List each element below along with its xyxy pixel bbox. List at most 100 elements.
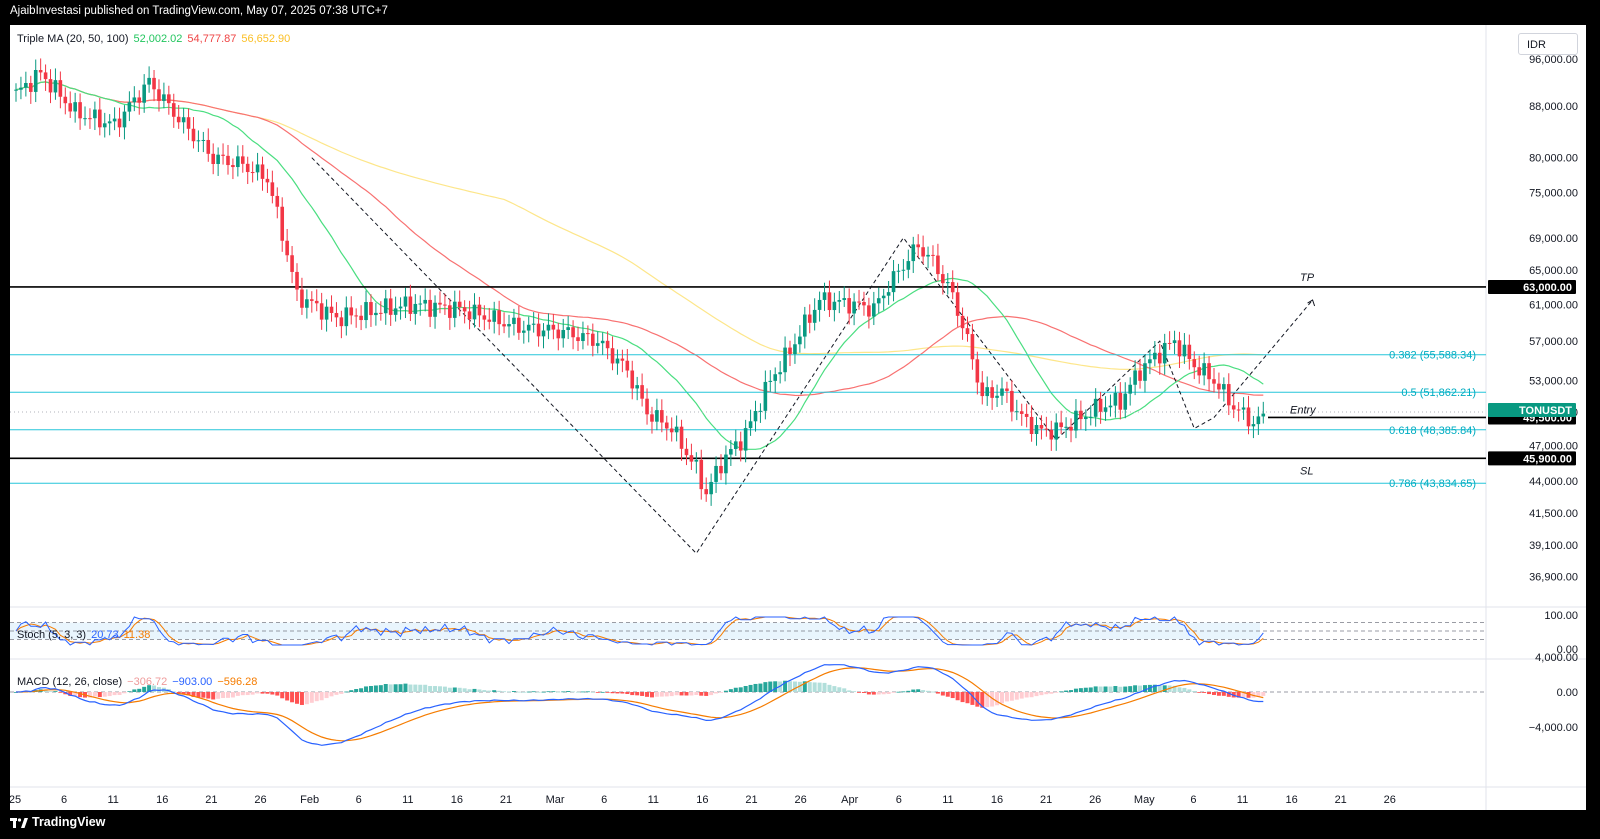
candle-body [832, 301, 837, 311]
macd-hist-bar [551, 691, 556, 693]
macd-hist-bar [852, 691, 857, 693]
macd-hist-bar [196, 692, 201, 698]
candle-body [231, 165, 235, 168]
macd-hist-bar [117, 692, 122, 696]
macd-hist-bar [73, 692, 78, 696]
candle-body [102, 123, 107, 128]
date-tick-label: Feb [300, 794, 319, 806]
candle-body [359, 315, 363, 321]
candle-body [1088, 416, 1093, 418]
candle-body [467, 311, 472, 320]
macd-hist-bar [408, 684, 413, 692]
ma20-line [15, 81, 1264, 450]
candle-body [753, 410, 758, 422]
candle-body [305, 299, 309, 308]
candle-body [793, 344, 797, 355]
macd-legend[interactable]: MACD (12, 26, close) −306.72 −903.00 −59… [17, 676, 257, 688]
candle-body [83, 118, 87, 120]
stoch-k-value: 20.73 [91, 629, 119, 641]
macd-hist-bar [1123, 686, 1128, 692]
candle-body [448, 305, 452, 318]
candle-body [1261, 413, 1266, 417]
macd-hist-bar [497, 690, 502, 692]
candle-body [201, 139, 206, 141]
macd-hist-bar [78, 692, 83, 698]
candle-body [837, 300, 842, 302]
macd-hist-bar [216, 692, 221, 699]
candle-body [783, 347, 787, 373]
macd-hist-bar [822, 682, 827, 692]
macd-hist-bar [487, 690, 492, 692]
macd-hist-bar [393, 684, 398, 692]
candle-body [334, 312, 339, 318]
macd-hist-bar [866, 692, 871, 695]
price-tick-label: 53,000.00 [1529, 375, 1578, 387]
price-tick-label: 39,100.00 [1529, 540, 1578, 552]
ma50-value: 54,777.87 [187, 33, 237, 45]
price-tick-label: 69,000.00 [1529, 233, 1578, 245]
macd-hist-bar [630, 692, 635, 696]
candle-body [1148, 359, 1152, 364]
candle-body [1005, 388, 1009, 391]
macd-hist-bar [43, 689, 48, 692]
macd-hist-bar [255, 692, 260, 694]
macd-line [15, 664, 1264, 746]
candle-body [339, 317, 344, 327]
candle-body [1222, 384, 1226, 390]
ma-legend[interactable]: Triple MA (20, 50, 100) 52,002.02 54,777… [17, 33, 290, 45]
macd-hist-bar [467, 689, 472, 692]
macd-hist-bar [1172, 685, 1177, 692]
candle-body [1113, 392, 1118, 406]
candle-body [526, 324, 531, 331]
candle-body [398, 306, 403, 309]
macd-hist-bar [955, 692, 960, 701]
candle-body [1246, 407, 1251, 427]
tradingview-footer[interactable]: TradingView [10, 815, 105, 829]
candle-body [847, 298, 851, 314]
macd-hist-bar [576, 691, 581, 693]
price-tick-label: 88,000.00 [1529, 101, 1578, 113]
candle-body [605, 340, 610, 349]
macd-hist-bar [585, 691, 590, 693]
macd-hist-bar [285, 692, 290, 701]
macd-hist-bar [1118, 686, 1123, 692]
candle-body [886, 292, 891, 296]
macd-hist-bar [1029, 692, 1034, 698]
date-tick-label: 21 [205, 794, 217, 806]
candle-body [669, 428, 674, 433]
candle-body [817, 299, 822, 310]
macd-hist-bar [1073, 688, 1078, 692]
macd-hist-bar [206, 692, 211, 699]
candle-body [275, 195, 280, 207]
macd-hist-bar [344, 691, 349, 693]
date-tick-label: 11 [942, 794, 953, 806]
candle-body [43, 72, 48, 80]
candle-body [1108, 405, 1113, 408]
macd-hist-bar [743, 685, 748, 692]
macd-hist-bar [516, 691, 521, 693]
macd-hist-bar [664, 692, 669, 697]
candle-body [132, 97, 137, 103]
candle-body [48, 79, 53, 93]
ma100-value: 56,652.90 [241, 33, 291, 45]
candle-body [19, 87, 23, 90]
candle-body [699, 459, 704, 490]
candle-body [778, 372, 782, 375]
macd-hist-bar [861, 692, 866, 693]
date-tick-label: 25 [10, 794, 21, 806]
candle-body [743, 428, 748, 451]
macd-hist-bar [812, 682, 817, 692]
macd-hist-bar [1261, 692, 1266, 696]
candle-body [1231, 405, 1236, 410]
macd-hist-bar [1177, 687, 1182, 692]
candle-body [664, 422, 669, 429]
currency-selector[interactable]: IDR [1518, 33, 1578, 55]
macd-hist-bar [975, 692, 980, 707]
candle-body [457, 301, 462, 308]
chart-canvas[interactable]: 0.382 (55,588.34) 0.5 (51,862.21) 0.618 (4… [9, 25, 1586, 810]
stoch-legend[interactable]: Stoch (5, 3, 3) 20.73 11.38 [17, 629, 150, 641]
macd-hist-bar [723, 690, 728, 692]
macd-hist-bar [536, 691, 541, 693]
chart-panel[interactable]: 0.382 (55,588.34) 0.5 (51,862.21) 0.618 (4… [9, 25, 1586, 810]
macd-hist-bar [97, 692, 102, 698]
